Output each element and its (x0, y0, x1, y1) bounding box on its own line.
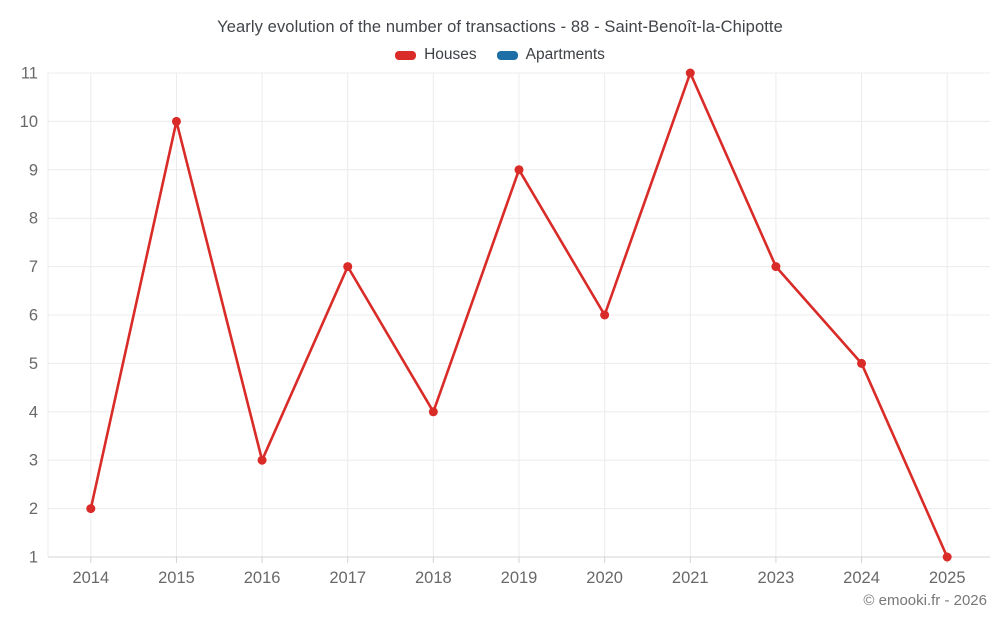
x-axis-label: 2017 (329, 569, 366, 587)
apartments-legend-swatch-icon (496, 50, 518, 60)
y-axis-label: 11 (21, 65, 38, 83)
houses-legend-swatch-icon (395, 50, 417, 60)
houses-data-point[interactable] (857, 358, 867, 368)
y-axis-label: 3 (29, 452, 38, 470)
houses-data-point[interactable] (428, 407, 438, 417)
houses-data-point[interactable] (86, 504, 96, 514)
y-axis-label: 9 (29, 161, 38, 179)
houses-legend-label: Houses (424, 46, 477, 63)
houses-data-point[interactable] (514, 165, 524, 175)
x-axis-label: 2014 (72, 569, 109, 587)
chart-title: Yearly evolution of the number of transa… (217, 18, 783, 36)
x-axis-label: 2025 (929, 569, 966, 587)
legend-item-apartments[interactable]: Apartments (496, 46, 605, 64)
x-axis-label: 2018 (415, 569, 452, 587)
houses-data-point[interactable] (600, 310, 610, 320)
y-axis-label: 1 (29, 549, 38, 567)
houses-data-point[interactable] (171, 116, 181, 126)
y-axis-label: 2 (29, 500, 38, 518)
y-axis-label: 4 (29, 403, 38, 421)
apartments-legend-label: Apartments (525, 46, 605, 63)
copyright-text: © emooki.fr - 2026 (863, 592, 987, 609)
y-axis-label: 8 (29, 210, 38, 228)
houses-data-point[interactable] (771, 262, 781, 272)
y-axis-label: 10 (20, 113, 38, 131)
x-axis-label: 2023 (758, 569, 795, 587)
legend-item-houses[interactable]: Houses (395, 46, 477, 64)
houses-data-point[interactable] (685, 68, 695, 78)
y-axis-label: 5 (29, 355, 38, 373)
legend: Houses Apartments (0, 46, 1000, 64)
x-axis-label: 2015 (158, 569, 195, 587)
y-axis-label: 6 (29, 307, 38, 325)
x-axis-label: 2016 (244, 569, 281, 587)
houses-data-point[interactable] (942, 552, 952, 562)
x-axis-label: 2021 (672, 569, 709, 587)
x-axis-label: 2019 (501, 569, 538, 587)
x-axis-label: 2024 (843, 569, 880, 587)
x-axis-label: 2020 (586, 569, 623, 587)
houses-data-point[interactable] (257, 455, 267, 465)
houses-data-point[interactable] (343, 262, 353, 272)
y-axis-label: 7 (29, 258, 38, 276)
